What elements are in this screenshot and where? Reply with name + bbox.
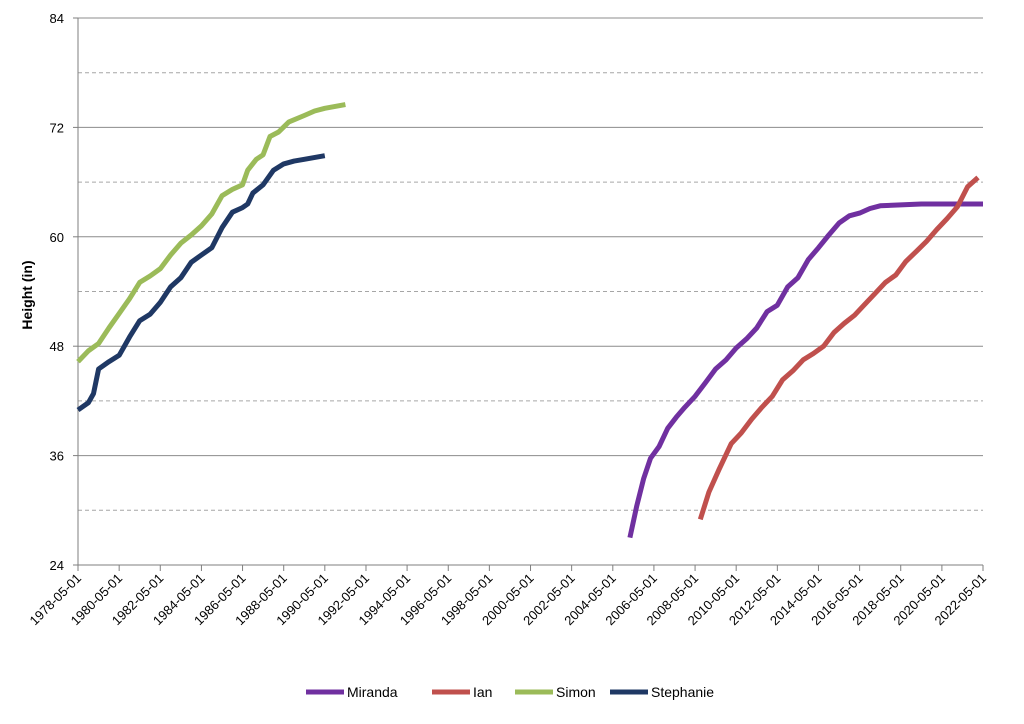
y-tick-label: 36 [50, 449, 64, 464]
legend-item-miranda: Miranda [306, 684, 398, 700]
legend: Miranda Ian Simon Stephanie [306, 684, 714, 700]
y-tick-label: 60 [50, 230, 64, 245]
y-axis-tick-labels: 24 36 48 60 72 84 [50, 11, 64, 573]
legend-label: Ian [473, 684, 492, 700]
y-tick-label: 84 [50, 11, 64, 26]
legend-label: Stephanie [651, 684, 714, 700]
series-lines [76, 102, 983, 539]
legend-label: Simon [556, 684, 596, 700]
y-axis-title: Height (in) [19, 260, 35, 329]
legend-item-ian: Ian [432, 684, 492, 700]
series-line-stephanie [76, 153, 326, 413]
axes [73, 17, 984, 571]
y-tick-label: 24 [50, 558, 64, 573]
series-line-simon [76, 102, 346, 364]
legend-item-simon: Simon [515, 684, 596, 700]
y-tick-label: 48 [50, 339, 64, 354]
legend-item-stephanie: Stephanie [610, 684, 714, 700]
gridlines [78, 17, 983, 511]
series-line-miranda [627, 201, 983, 539]
y-tick-label: 72 [50, 120, 64, 135]
series-line-ian [697, 175, 980, 521]
legend-label: Miranda [347, 684, 398, 700]
